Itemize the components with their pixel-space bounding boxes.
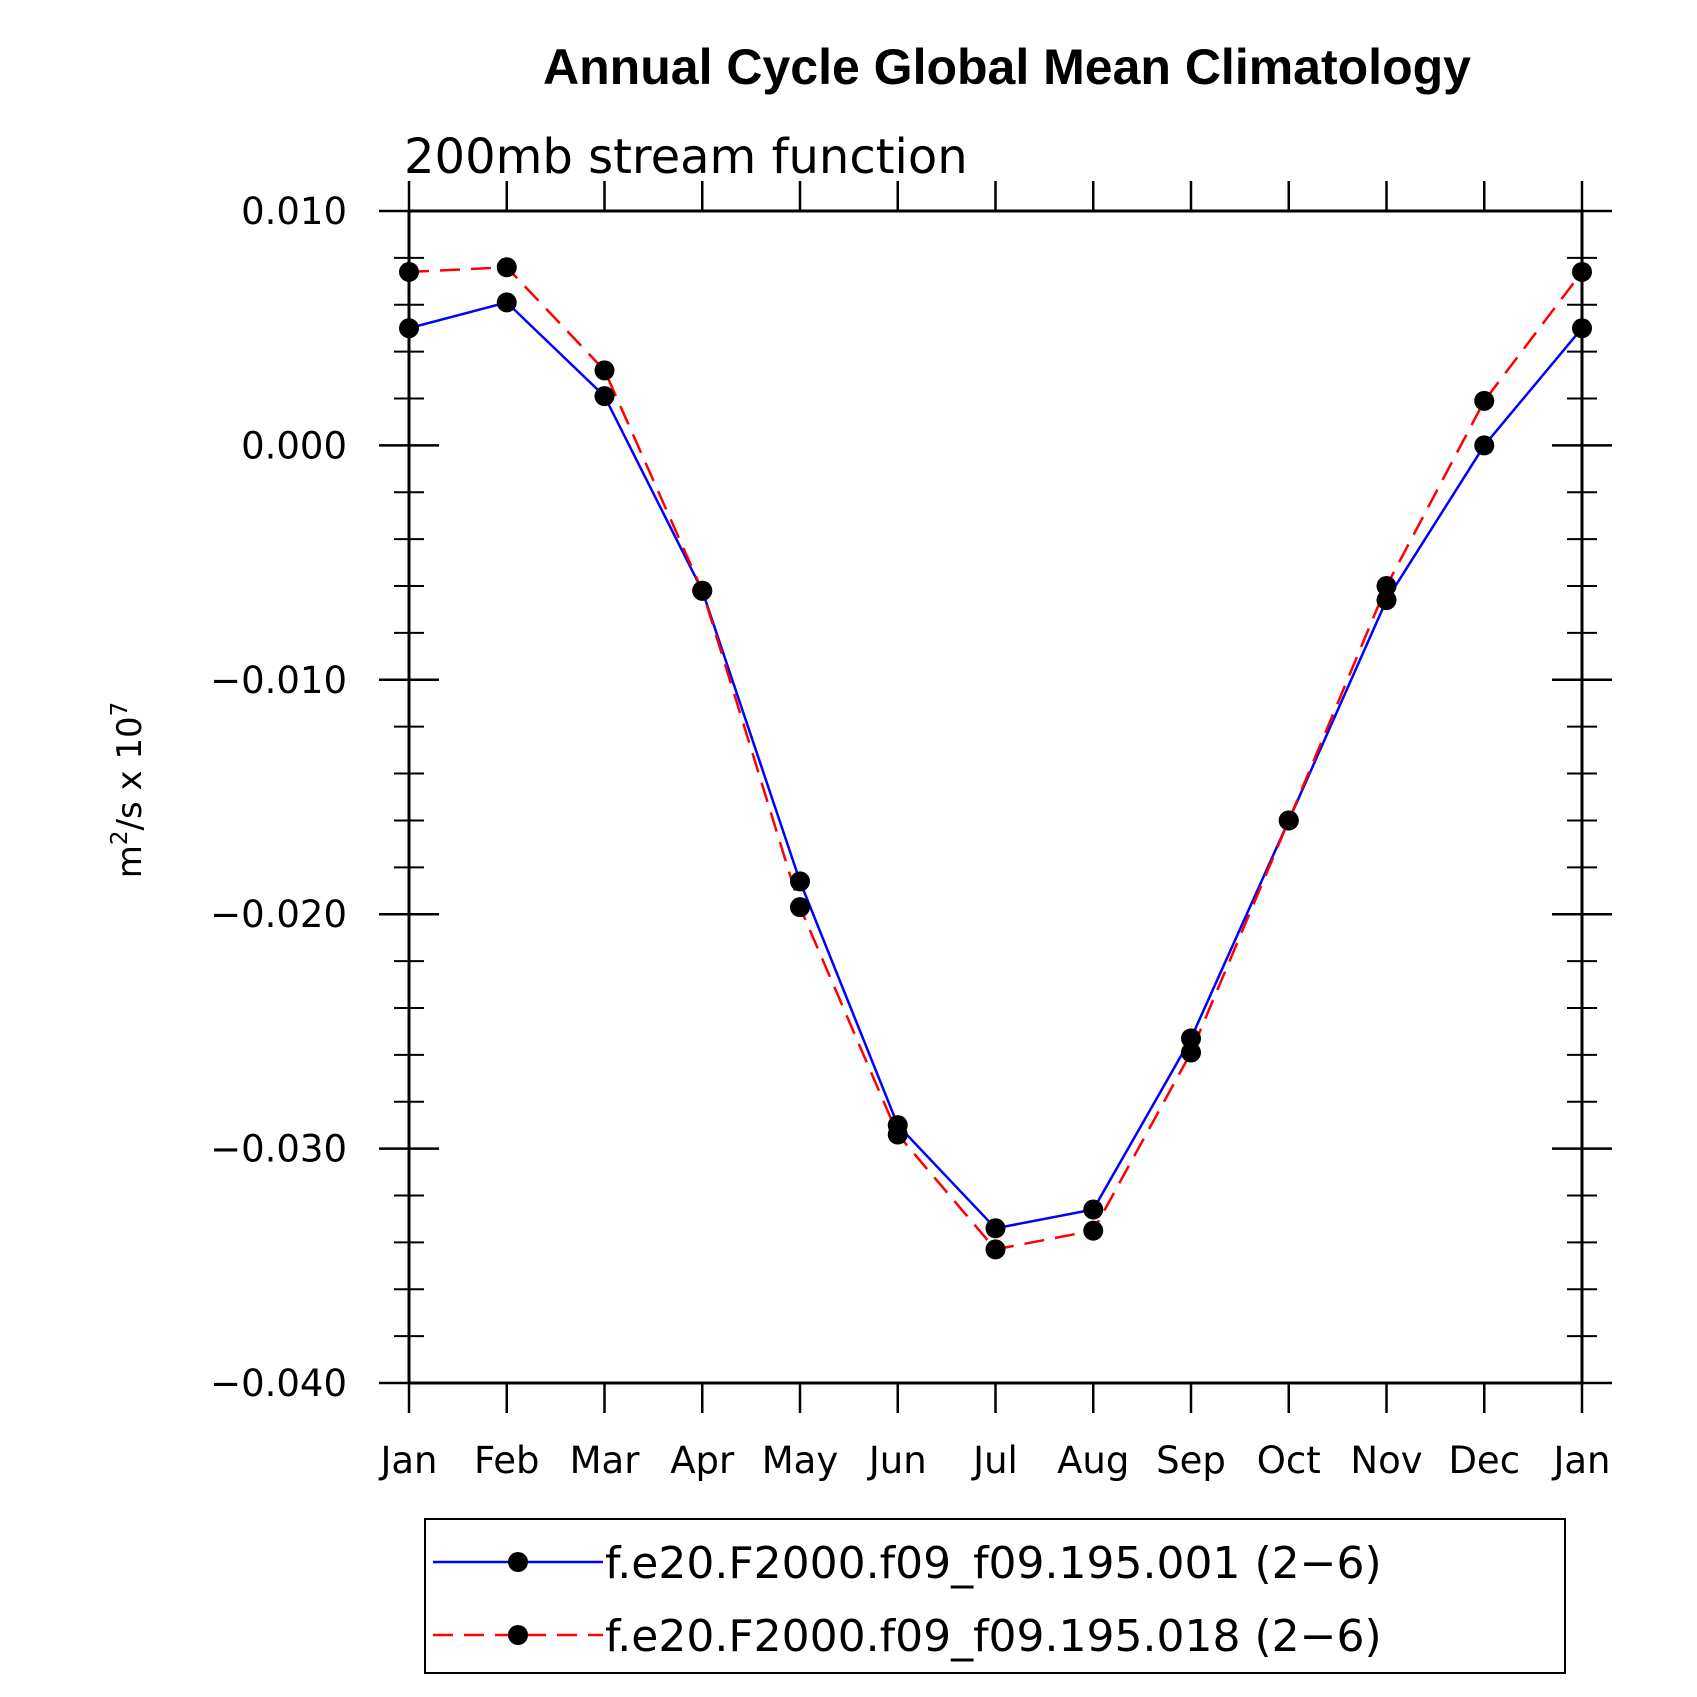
series-2-point (887, 1124, 908, 1145)
series-1-point (1181, 1028, 1201, 1049)
series-2-point (1181, 1042, 1201, 1063)
y-tick-label: −0.040 (210, 1362, 347, 1405)
chart-title: Annual Cycle Global Mean Climatology (543, 39, 1471, 95)
plot-series (399, 257, 1592, 1260)
x-tick-label: Apr (670, 1439, 735, 1482)
series-2-point (790, 897, 810, 918)
x-tick-label: Jan (378, 1439, 437, 1482)
x-tick-label: Dec (1448, 1439, 1520, 1482)
series-2-point (496, 257, 517, 278)
series-1-point (1083, 1199, 1104, 1220)
series-1-point (594, 386, 615, 407)
series-2-point (1278, 810, 1299, 831)
x-tick-label: Mar (570, 1439, 641, 1482)
series-line-1 (408, 301, 1583, 1230)
series-1-point (1376, 590, 1397, 611)
y-tick-label: 0.010 (241, 190, 347, 233)
legend-box (424, 1518, 1566, 1674)
tick-labels: Jan Feb Mar Apr May Jun Jul Aug Sep Oct Nov Dec Jan 0… (210, 190, 1610, 1482)
series-2-point (692, 580, 713, 601)
y-tick-label: −0.030 (210, 1128, 347, 1171)
chart-subtitle: 200mb stream function (404, 129, 968, 185)
series-1-point (985, 1218, 1006, 1239)
series-line-2 (408, 266, 1583, 1251)
series-2-point (594, 360, 615, 381)
x-tick-label: Jul (971, 1439, 1018, 1482)
x-tick-label: Feb (474, 1439, 540, 1482)
x-tick-label: Sep (1156, 1439, 1226, 1482)
legend-label-series-1: f.e20.F2000.f09_f09.195.001 (2−6) (605, 1538, 1382, 1589)
x-tick-label: Jun (867, 1439, 927, 1482)
plot-frame (407, 209, 1584, 1385)
series-2-point (1474, 390, 1495, 411)
legend-label-series-2: f.e20.F2000.f09_f09.195.018 (2−6) (605, 1611, 1382, 1662)
legend-marker-series-2 (508, 1625, 528, 1645)
y-tick-label: 0.000 (241, 424, 347, 467)
series-1-point (1474, 435, 1495, 456)
x-tick-label: Nov (1350, 1439, 1422, 1482)
series-1-point (496, 292, 517, 313)
legend-marker-series-1 (508, 1552, 528, 1572)
x-tick-label: Jan (1551, 1439, 1610, 1482)
y-tick-label: −0.010 (210, 659, 347, 702)
legend: f.e20.F2000.f09_f09.195.001 (2−6) f.e20.… (424, 1518, 1566, 1674)
series-2-point (1376, 576, 1397, 597)
y-axis-label: m2/s x 107 (107, 702, 150, 879)
series-1-point (790, 871, 810, 892)
x-tick-label: May (762, 1439, 839, 1482)
series-2-point (1083, 1220, 1104, 1241)
y-tick-label: −0.020 (210, 893, 347, 936)
series-2-point (985, 1239, 1006, 1260)
x-tick-label: Aug (1057, 1439, 1129, 1482)
x-tick-label: Oct (1257, 1439, 1321, 1482)
